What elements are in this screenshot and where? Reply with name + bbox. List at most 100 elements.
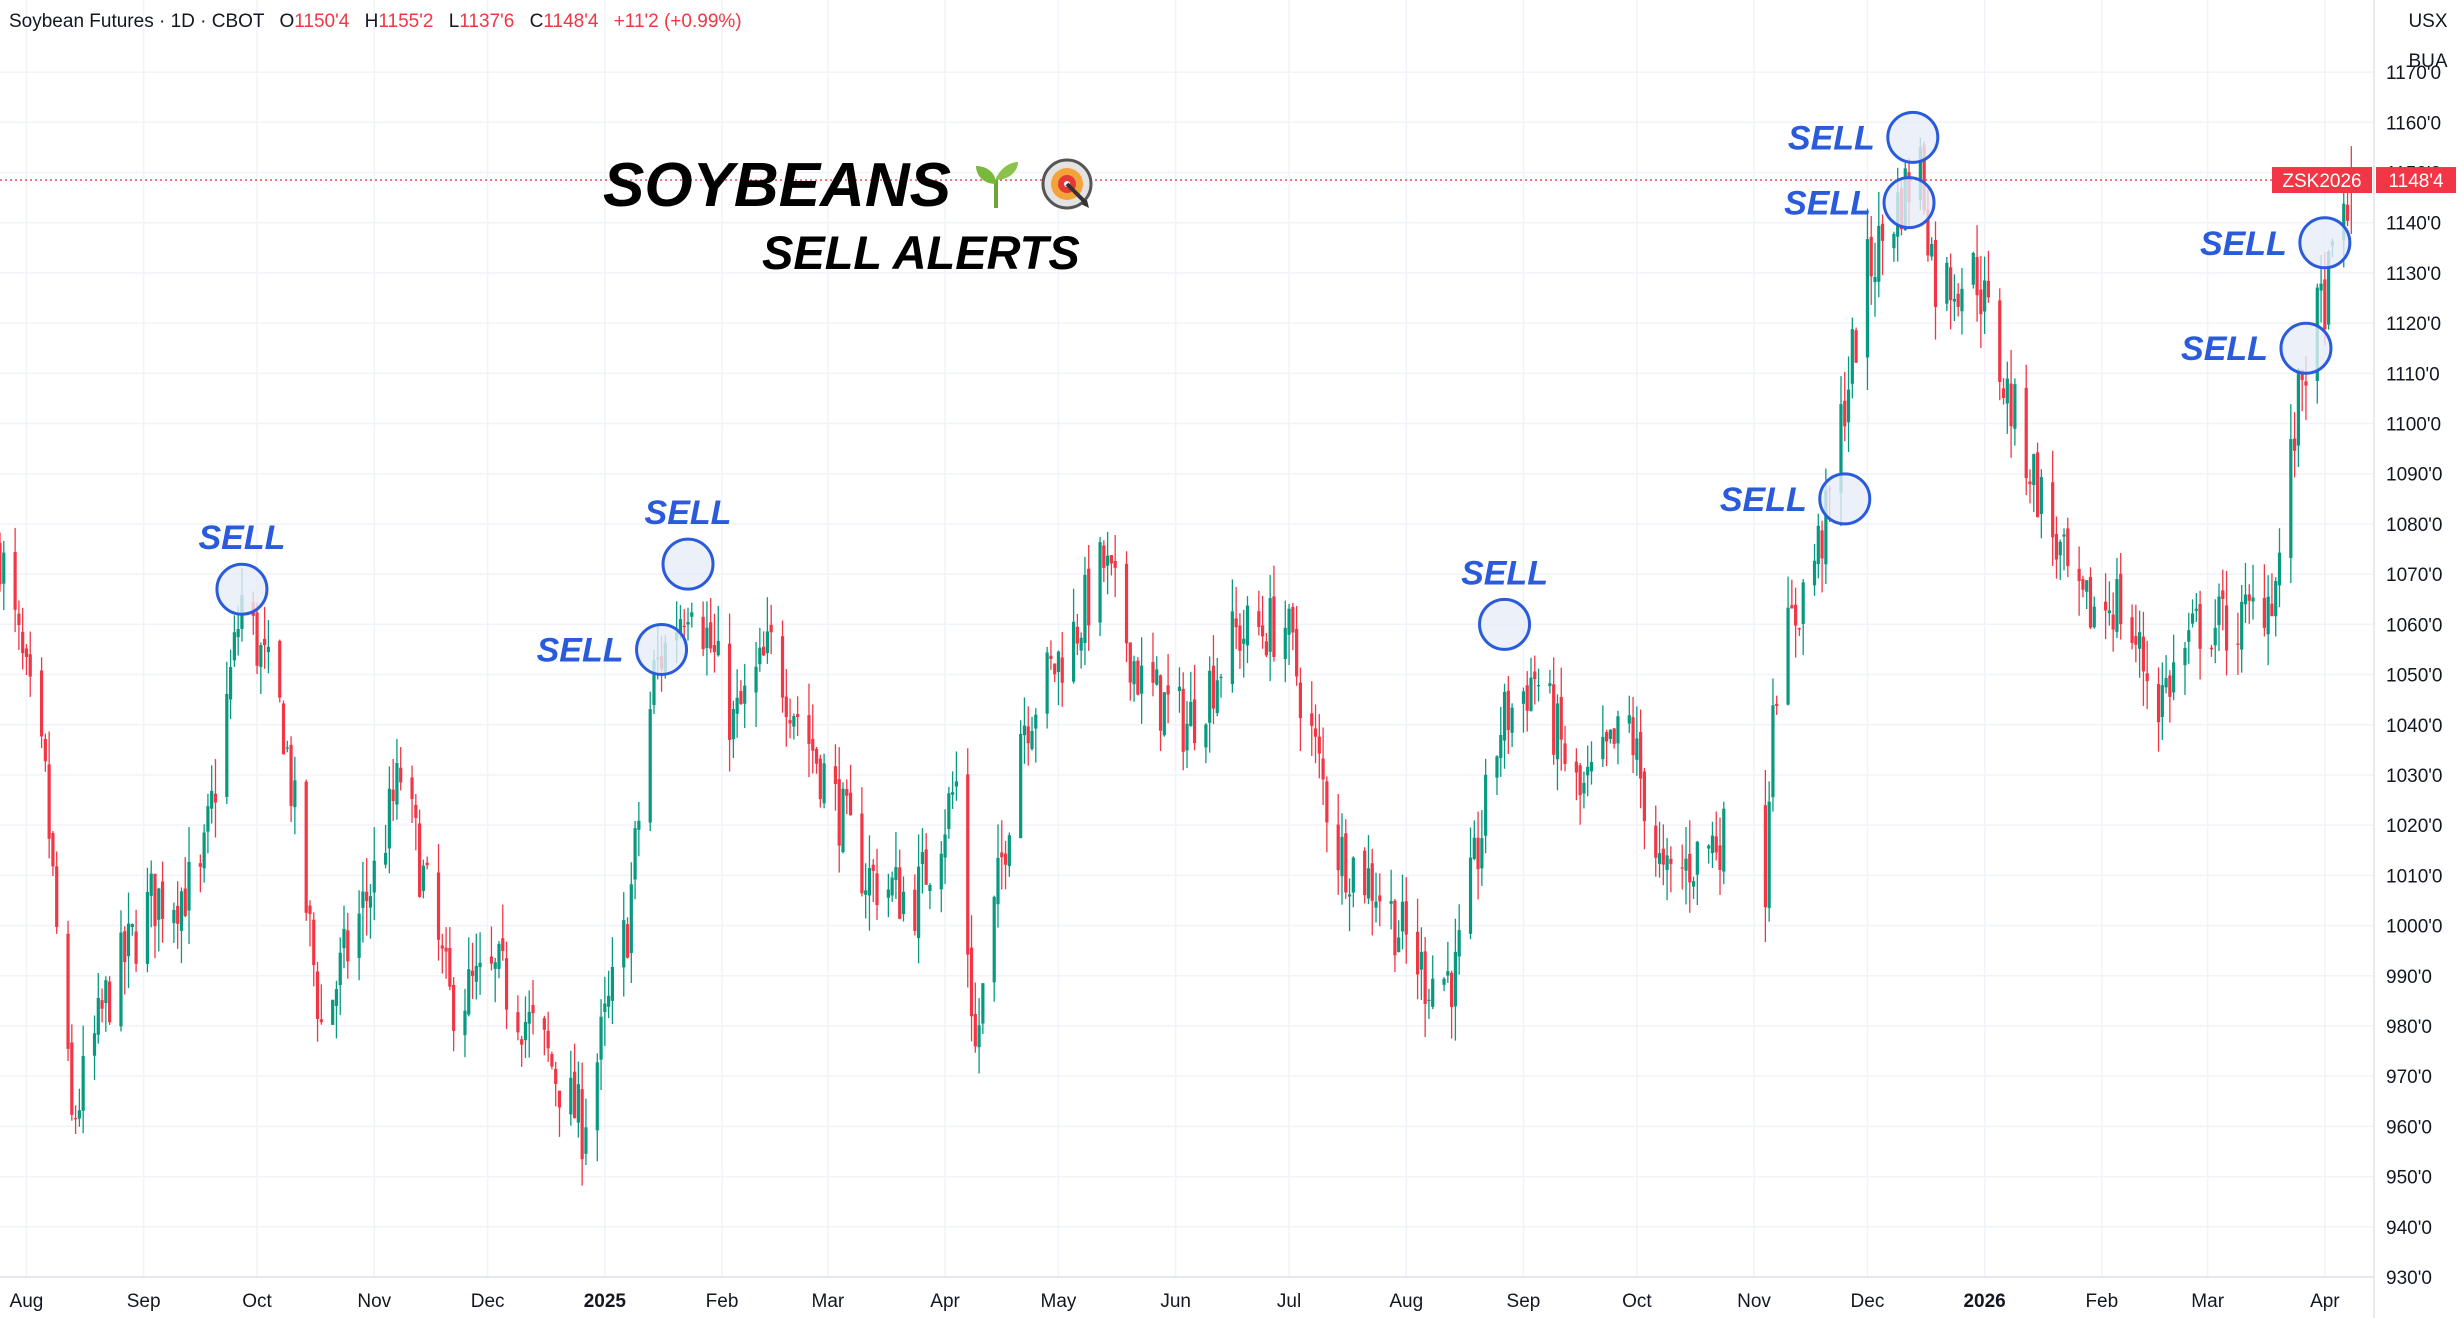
- candle-body: [1824, 490, 1828, 565]
- candle-body: [1446, 971, 1450, 976]
- candle-body: [705, 627, 709, 648]
- candle: [633, 820, 637, 900]
- candle: [228, 649, 233, 720]
- candle-body: [1272, 596, 1276, 657]
- candle: [939, 841, 943, 913]
- candle-body: [1366, 868, 1371, 899]
- candle: [1688, 820, 1692, 913]
- candle: [312, 912, 316, 987]
- candle: [2345, 190, 2350, 227]
- candle: [2172, 634, 2176, 701]
- candle-body: [81, 1055, 85, 1111]
- y-tick-label: 950'0: [2386, 1168, 2432, 1189]
- candle: [210, 765, 214, 824]
- candle: [572, 1043, 577, 1119]
- candle: [2119, 552, 2123, 640]
- candle: [1268, 575, 1272, 682]
- candle: [1453, 918, 1457, 1041]
- candle-body: [410, 777, 414, 800]
- candle-body: [1979, 289, 1983, 315]
- candle: [145, 867, 150, 973]
- candle-body: [1287, 608, 1291, 635]
- candle-body: [210, 790, 214, 809]
- candle: [712, 613, 717, 673]
- candle-body: [652, 660, 656, 706]
- candle-body: [811, 738, 815, 751]
- candle: [467, 937, 471, 1017]
- candle: [822, 753, 826, 809]
- candle: [1880, 214, 1885, 276]
- candle-body: [1060, 657, 1064, 683]
- candle: [527, 990, 531, 1058]
- candle: [497, 941, 501, 979]
- candle: [848, 764, 853, 816]
- candle: [758, 627, 762, 672]
- candle: [796, 696, 800, 737]
- sell-label: SELL: [1720, 481, 1807, 519]
- low-label: L: [448, 11, 460, 32]
- candle: [2187, 612, 2191, 664]
- candle-body: [1344, 833, 1348, 893]
- candle: [421, 859, 425, 899]
- candle: [1639, 709, 1643, 809]
- candle: [225, 661, 229, 804]
- candle-body: [1680, 867, 1684, 869]
- candle: [1949, 253, 1953, 330]
- candle-body: [1034, 714, 1038, 729]
- candle-body: [1548, 683, 1552, 687]
- candle-body: [969, 947, 974, 1017]
- candle: [153, 873, 157, 959]
- candle-body: [1140, 665, 1144, 694]
- candle: [1419, 927, 1423, 1001]
- candle-body: [24, 648, 29, 657]
- sell-alert: SELL: [645, 494, 731, 591]
- candle-body: [2138, 632, 2142, 649]
- candle: [890, 871, 894, 902]
- sell-annotations: SELL SELL SELL SELL SELL SELL SELL SELL SELL: [198, 110, 2352, 676]
- candle: [2270, 573, 2274, 617]
- candle: [837, 747, 841, 873]
- candle-body: [1087, 568, 1091, 626]
- candle: [1087, 544, 1091, 651]
- candle-body: [894, 867, 898, 881]
- candle: [1102, 540, 1106, 583]
- alert-circle: [661, 537, 715, 591]
- candle-body: [1850, 329, 1854, 384]
- candle-body: [595, 1062, 599, 1131]
- candle-body: [2130, 617, 2134, 643]
- candle-body: [1998, 300, 2002, 383]
- title-line-1: SOYBEANS: [603, 151, 951, 220]
- candle-body: [758, 647, 762, 665]
- candle-body: [463, 1010, 467, 1036]
- candle-body: [898, 867, 902, 919]
- x-tick-label: Feb: [706, 1291, 739, 1312]
- candle-body: [1707, 845, 1711, 849]
- candle: [1397, 920, 1401, 953]
- candle-body: [1151, 661, 1155, 683]
- candle-body: [467, 969, 471, 1015]
- candle-body: [478, 962, 482, 968]
- quantity-unit-label[interactable]: BUA: [2408, 51, 2448, 72]
- candle-body: [1404, 901, 1408, 935]
- candle-body: [399, 767, 403, 783]
- candle-body: [1710, 835, 1715, 854]
- candle-body: [637, 820, 641, 830]
- candle: [285, 740, 289, 753]
- candle: [2262, 564, 2266, 637]
- candle-body: [452, 984, 456, 1031]
- candle-body: [712, 645, 717, 653]
- candle-body: [1298, 682, 1303, 719]
- currency-unit-label[interactable]: USX: [2408, 11, 2448, 32]
- sell-alert: SELL: [1461, 554, 1548, 651]
- candle: [1340, 813, 1344, 905]
- candle: [682, 609, 686, 640]
- candle-body: [1880, 223, 1885, 241]
- candle-body: [187, 861, 191, 911]
- candle: [1204, 723, 1208, 764]
- x-tick-label: Jun: [1160, 1291, 1191, 1312]
- candle-body: [1340, 836, 1344, 877]
- candle: [814, 746, 819, 774]
- candle: [1026, 706, 1030, 766]
- y-tick-label: 1040'0: [2386, 716, 2442, 737]
- candle-body: [1476, 837, 1480, 870]
